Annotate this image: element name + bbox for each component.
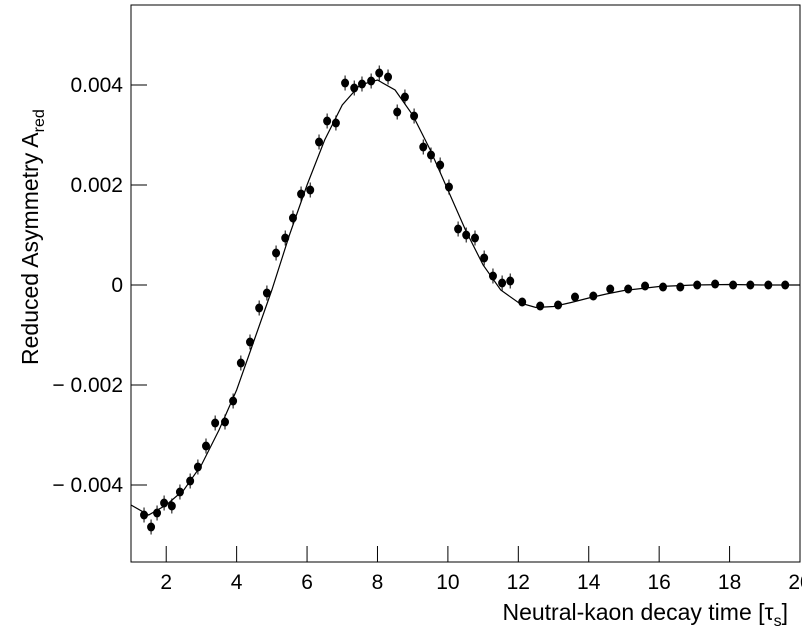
data-point bbox=[153, 508, 162, 518]
x-axis-title-main: Neutral-kaon decay time [τ bbox=[502, 599, 773, 625]
data-point bbox=[641, 281, 650, 291]
data-point bbox=[175, 487, 184, 497]
data-point bbox=[341, 78, 350, 88]
data-point bbox=[462, 230, 471, 240]
data-point bbox=[393, 107, 402, 117]
data-point bbox=[350, 83, 359, 93]
data-point bbox=[193, 462, 202, 472]
data-point bbox=[246, 337, 255, 347]
data-point bbox=[272, 248, 281, 258]
x-tick-label: 18 bbox=[718, 571, 741, 594]
data-point bbox=[518, 297, 527, 307]
data-point bbox=[606, 284, 615, 294]
x-axis-title-end: ] bbox=[782, 599, 788, 625]
data-point bbox=[167, 501, 176, 511]
data-point bbox=[426, 150, 435, 160]
x-tick-label: 16 bbox=[647, 571, 670, 594]
plot-frame bbox=[130, 4, 801, 563]
data-point bbox=[488, 271, 497, 281]
data-point bbox=[480, 253, 489, 263]
data-point bbox=[454, 224, 463, 234]
data-point bbox=[186, 476, 195, 486]
data-point bbox=[781, 280, 790, 290]
data-point bbox=[384, 72, 393, 82]
data-point bbox=[659, 282, 668, 292]
x-tick-label: 6 bbox=[301, 571, 313, 594]
data-point bbox=[436, 160, 445, 170]
data-point bbox=[323, 116, 332, 126]
data-point bbox=[711, 279, 720, 289]
data-point bbox=[229, 396, 238, 406]
x-tick-label: 12 bbox=[507, 571, 530, 594]
data-point bbox=[288, 213, 297, 223]
data-point bbox=[554, 300, 563, 310]
data-point bbox=[147, 522, 156, 532]
data-point bbox=[676, 282, 685, 292]
y-axis-title: Reduced Asymmetry Ared bbox=[17, 109, 48, 365]
data-point bbox=[201, 441, 210, 451]
x-tick-label: 2 bbox=[160, 571, 172, 594]
data-point bbox=[536, 301, 545, 311]
data-point bbox=[506, 276, 515, 286]
data-point bbox=[498, 278, 507, 288]
data-point bbox=[624, 284, 633, 294]
data-point bbox=[262, 288, 271, 298]
data-point bbox=[315, 137, 324, 147]
data-point bbox=[221, 417, 230, 427]
y-tick-label: 0.002 bbox=[70, 174, 123, 197]
data-point bbox=[281, 233, 290, 243]
data-point bbox=[746, 280, 755, 290]
fit-curve bbox=[130, 79, 800, 516]
data-point bbox=[729, 280, 738, 290]
data-point bbox=[400, 92, 409, 102]
x-tick-label: 10 bbox=[436, 571, 459, 594]
y-tick-label: − 0.002 bbox=[52, 374, 123, 397]
data-point bbox=[331, 118, 340, 128]
y-tick-label: 0.004 bbox=[70, 74, 123, 97]
data-point bbox=[160, 498, 169, 508]
x-axis-title-sub: s bbox=[774, 613, 782, 630]
x-tick-label: 14 bbox=[577, 571, 601, 594]
x-tick-label: 8 bbox=[372, 571, 384, 594]
data-point bbox=[255, 303, 264, 313]
data-point bbox=[410, 111, 419, 121]
y-axis-title-main: Reduced Asymmetry A bbox=[17, 132, 43, 365]
data-point bbox=[367, 76, 376, 86]
data-point bbox=[375, 68, 384, 78]
data-point bbox=[236, 358, 245, 368]
y-tick-label: 0 bbox=[111, 274, 123, 297]
data-point bbox=[211, 418, 220, 428]
data-point bbox=[140, 510, 149, 520]
data-point bbox=[471, 233, 480, 243]
data-point bbox=[589, 291, 598, 301]
y-tick-label: − 0.004 bbox=[52, 474, 123, 497]
data-point bbox=[764, 280, 773, 290]
data-point bbox=[693, 280, 702, 290]
x-axis-title: Neutral-kaon decay time [τs] bbox=[502, 599, 788, 630]
x-tick-label: 20 bbox=[788, 571, 802, 594]
y-axis-title-sub: red bbox=[31, 109, 48, 132]
data-point bbox=[571, 292, 580, 302]
x-tick-label: 4 bbox=[231, 571, 243, 594]
data-point bbox=[444, 182, 453, 192]
data-point bbox=[306, 185, 315, 195]
data-point bbox=[357, 79, 366, 89]
data-point bbox=[419, 142, 428, 152]
data-point bbox=[297, 189, 306, 199]
